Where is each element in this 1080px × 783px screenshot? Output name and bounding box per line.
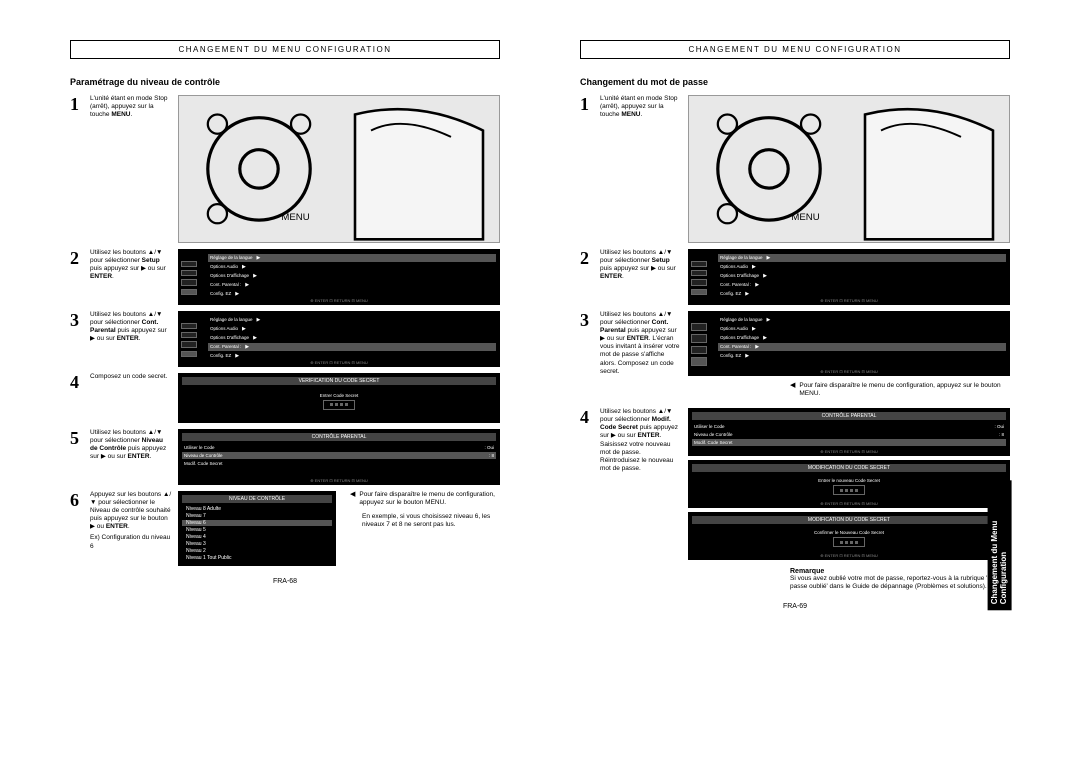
- step-2: 2 Utilisez les boutons ▲/▼ pour sélectio…: [580, 249, 1010, 305]
- osd-screen: NIVEAU DE CONTRÔLE Niveau 8 Adulte Nivea…: [178, 491, 336, 566]
- step-4: 4 Utilisez les boutons ▲/▼ pour sélectio…: [580, 408, 1010, 560]
- step-1: 1 L'unité étant en mode Stop (arrêt), ap…: [580, 95, 1010, 243]
- step-4: 4 Composez un code secret. VERIFICATION …: [70, 373, 500, 423]
- step-number: 2: [70, 249, 84, 267]
- svg-text:MENU: MENU: [281, 212, 309, 223]
- page-header: CHANGEMENT DU MENU CONFIGURATION: [580, 40, 1010, 59]
- page-right: CHANGEMENT DU MENU CONFIGURATION Changem…: [580, 40, 1010, 610]
- step-number: 4: [70, 373, 84, 391]
- triangle-left-icon: [350, 491, 355, 507]
- step-1: 1 L'unité étant en mode Stop (arrêt), ap…: [70, 95, 500, 243]
- step-number: 5: [70, 429, 84, 447]
- step-number: 6: [70, 491, 84, 509]
- step-number: 3: [70, 311, 84, 329]
- osd-screen: MODIFICATION DU CODE SECRET Entrer le no…: [688, 460, 1010, 508]
- page-left: CHANGEMENT DU MENU CONFIGURATION Paramét…: [70, 40, 500, 610]
- step-2: 2 Utilisez les boutons ▲/▼ pour sélectio…: [70, 249, 500, 305]
- remote-illustration: MENU: [688, 95, 1010, 243]
- note: En exemple, si vous choisissez niveau 6,…: [362, 513, 500, 529]
- step-number: 1: [70, 95, 84, 113]
- remote-illustration: MENU: [178, 95, 500, 243]
- osd-screen: VERIFICATION DU CODE SECRET Entrer Code …: [178, 373, 500, 423]
- osd-screen: MODIFICATION DU CODE SECRET Confirmer le…: [688, 512, 1010, 560]
- step-text: Utilisez les boutons ▲/▼ pour sélectionn…: [90, 249, 172, 305]
- osd-screen: Réglage de la langue Options Audio Optio…: [688, 249, 1010, 305]
- section-tab: Changement du Menu Configuration: [988, 480, 1012, 610]
- step-5: 5 Utilisez les boutons ▲/▼ pour sélectio…: [70, 429, 500, 485]
- step-text: Utilisez les boutons ▲/▼ pour sélectionn…: [90, 311, 172, 367]
- note: Pour faire disparaître le menu de config…: [350, 491, 500, 507]
- triangle-left-icon: [790, 382, 795, 398]
- step-text: Utilisez les boutons ▲/▼ pour sélectionn…: [90, 429, 172, 485]
- remark-title: Remarque: [790, 568, 1010, 575]
- step-text: Appuyez sur les boutons ▲/▼ pour sélecti…: [90, 491, 172, 566]
- section-title: Changement du mot de passe: [580, 77, 1010, 87]
- step-text: Composez un code secret.: [90, 373, 172, 423]
- page-number: FRA-69: [580, 603, 1010, 610]
- osd-screen: Réglage de la langue Options Audio Optio…: [178, 311, 500, 367]
- note: Pour faire disparaître le menu de config…: [790, 382, 1010, 398]
- osd-screen: CONTRÔLE PARENTAL Utiliser le Code: Oui …: [688, 408, 1010, 456]
- remark-body: Si vous avez oublié votre mot de passe, …: [790, 575, 1010, 591]
- osd-screen: Réglage de la langue Options Audio Optio…: [178, 249, 500, 305]
- step-3: 3 Utilisez les boutons ▲/▼ pour sélectio…: [580, 311, 1010, 376]
- step-3: 3 Utilisez les boutons ▲/▼ pour sélectio…: [70, 311, 500, 367]
- step-6: 6 Appuyez sur les boutons ▲/▼ pour sélec…: [70, 491, 500, 566]
- osd-screen: CONTRÔLE PARENTAL Utiliser le Code: Oui …: [178, 429, 500, 485]
- manual-spread: CHANGEMENT DU MENU CONFIGURATION Paramét…: [0, 0, 1080, 630]
- section-title: Paramétrage du niveau de contrôle: [70, 77, 500, 87]
- page-number: FRA-68: [70, 578, 500, 585]
- page-header: CHANGEMENT DU MENU CONFIGURATION: [70, 40, 500, 59]
- step-text: L'unité étant en mode Stop (arrêt), appu…: [90, 95, 172, 243]
- osd-screen: Réglage de la langue Options Audio Optio…: [688, 311, 1010, 376]
- svg-text:MENU: MENU: [791, 212, 819, 223]
